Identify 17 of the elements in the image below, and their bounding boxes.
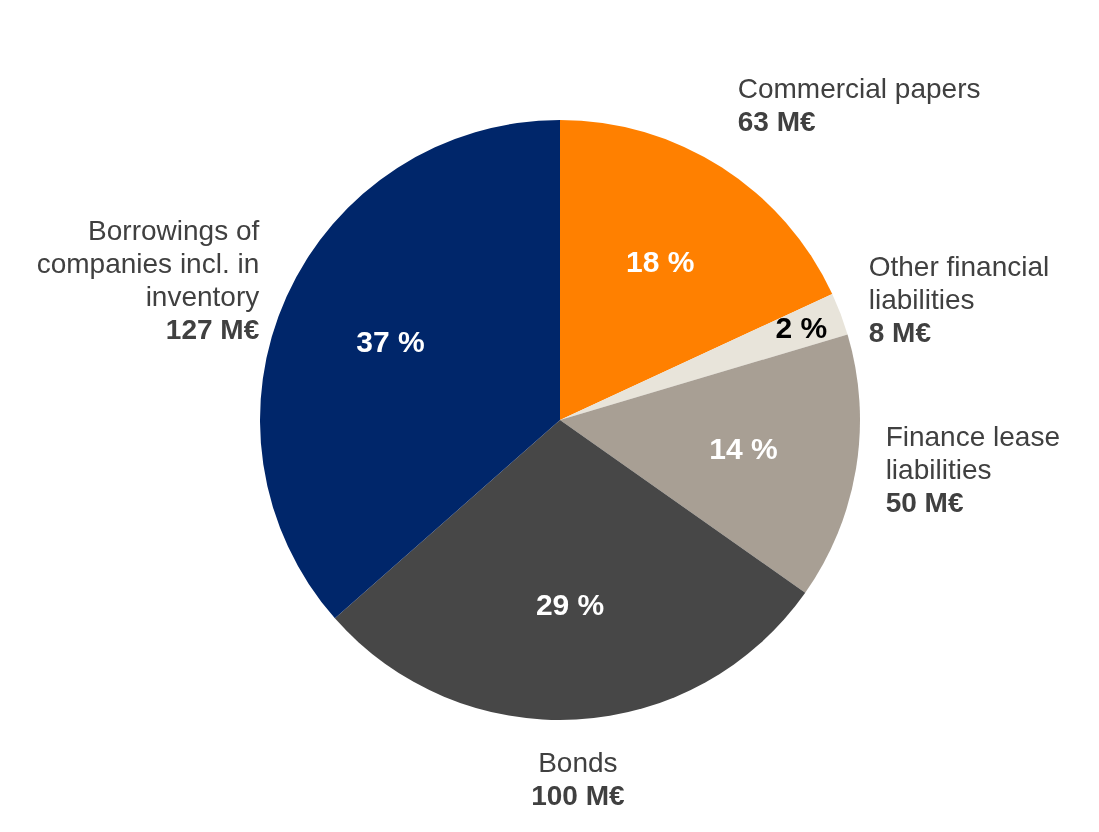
- text: 14 %: [709, 432, 778, 466]
- slice-label: Other financial liabilities: [868, 250, 1050, 315]
- text: 37 %: [356, 325, 425, 359]
- slice-label: Borrowings of companies incl. in inventory: [36, 215, 260, 313]
- text: 29 %: [535, 587, 605, 621]
- text: 18 %: [625, 245, 695, 279]
- pie-slice: [334, 420, 806, 720]
- slice-label: Bonds: [538, 746, 618, 778]
- slice-label: Finance lease liabilities: [885, 420, 1060, 485]
- data-label: 50 M€: [885, 486, 964, 518]
- data-label: 127 M€: [165, 314, 260, 346]
- text: 2 %: [775, 310, 828, 344]
- pie-slice: [560, 294, 848, 420]
- data-label: 100 M€: [531, 779, 625, 811]
- data-label: 63 M€: [737, 105, 816, 137]
- slice-label: Commercial papers: [737, 72, 981, 104]
- data-label: 8 M€: [868, 316, 932, 348]
